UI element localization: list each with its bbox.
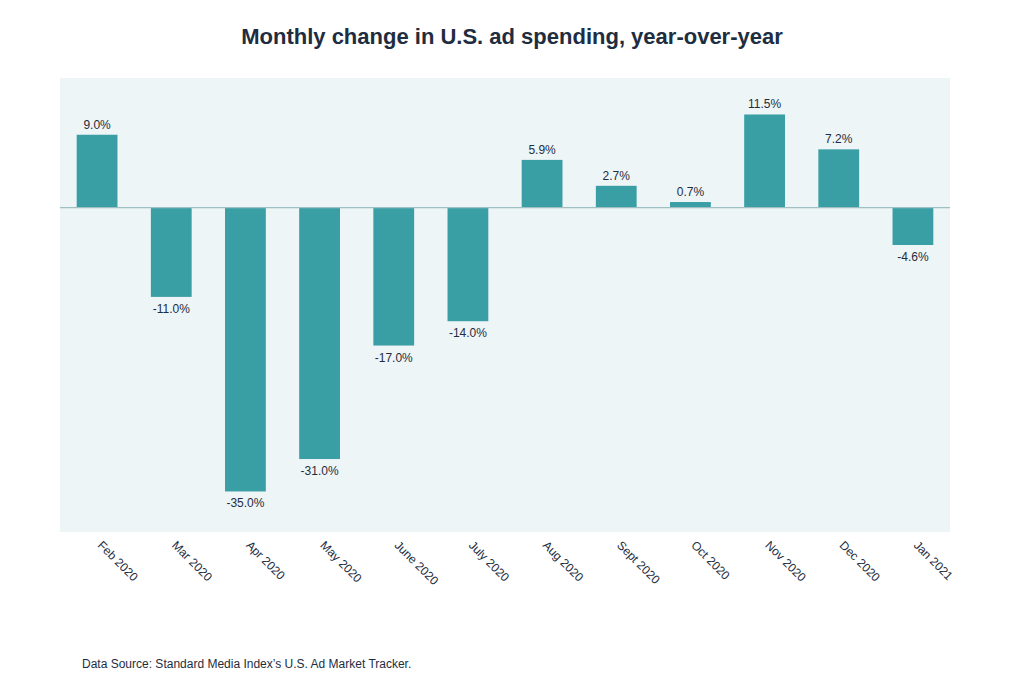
bars (77, 114, 934, 491)
tick-label: Apr 2020 (243, 538, 288, 583)
tick-label: May 2020 (317, 538, 364, 585)
tick-label: Feb 2020 (95, 538, 141, 584)
data-label: -31.0% (301, 464, 339, 478)
tick-label: Dec 2020 (837, 538, 883, 584)
footnote: Data Source: Standard Media Index’s U.S.… (82, 657, 411, 671)
data-label: 5.9% (528, 143, 556, 157)
bar (151, 208, 192, 297)
bar (448, 208, 489, 322)
data-label: -4.6% (897, 250, 929, 264)
tick-label: Nov 2020 (762, 538, 808, 584)
tick-label: Aug 2020 (540, 538, 586, 584)
data-label: -17.0% (375, 351, 413, 365)
bar (225, 208, 266, 492)
bar (373, 208, 414, 346)
tick-label: July 2020 (466, 538, 512, 584)
bar (893, 208, 934, 245)
tick-label: June 2020 (392, 538, 442, 588)
plot-area (60, 78, 950, 532)
chart: Monthly change in U.S. ad spending, year… (0, 0, 1024, 682)
data-label: 11.5% (748, 97, 781, 111)
bar (596, 186, 637, 208)
data-label: 2.7% (603, 169, 631, 183)
data-label: -14.0% (449, 326, 487, 340)
data-label: -11.0% (153, 302, 190, 316)
bar (299, 208, 340, 459)
tick-label: Jan 2021 (911, 538, 956, 583)
tick-label: Mar 2020 (169, 538, 215, 584)
bar (670, 202, 711, 208)
bar (522, 160, 563, 208)
tick-label: Sept 2020 (614, 538, 663, 587)
tick-label: Oct 2020 (688, 538, 733, 583)
bar (744, 114, 785, 207)
baseline (60, 207, 950, 208)
data-label: 0.7% (677, 185, 705, 199)
data-label: 7.2% (825, 132, 853, 146)
bar (77, 135, 118, 208)
bar (818, 149, 859, 207)
data-label: -35.0% (226, 496, 264, 510)
data-label: 9.0% (83, 118, 111, 132)
title: Monthly change in U.S. ad spending, year… (241, 24, 783, 49)
